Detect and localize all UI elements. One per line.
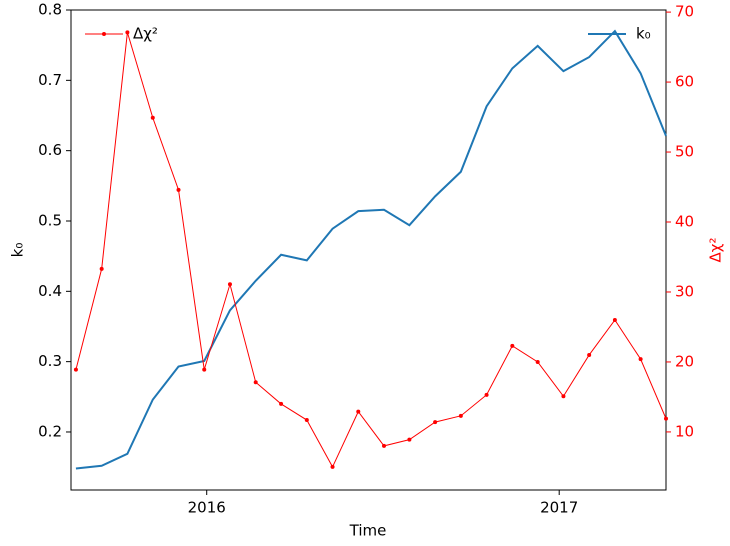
point <box>125 30 130 35</box>
y2-axis-label: Δχ² <box>707 238 725 263</box>
point <box>510 343 515 348</box>
y-tick-label: 0.8 <box>38 1 62 19</box>
y2-tick-label: 70 <box>675 3 694 21</box>
point <box>73 367 78 372</box>
point <box>279 401 284 406</box>
y-tick-label: 0.7 <box>38 71 62 89</box>
y-tick-label: 0.5 <box>38 211 62 229</box>
y2-tick-label: 40 <box>675 213 694 231</box>
y-tick-label: 0.6 <box>38 141 62 159</box>
y2-tick-label: 30 <box>675 282 694 300</box>
point <box>484 392 489 397</box>
point <box>356 409 361 414</box>
x-tick-label: 2016 <box>188 499 226 517</box>
point <box>458 413 463 418</box>
point <box>330 464 335 469</box>
y-tick-label: 0.2 <box>38 422 62 440</box>
point <box>407 437 412 442</box>
legend-label: Δχ² <box>133 25 158 43</box>
series-line <box>75 29 667 470</box>
legend-label: k₀ <box>636 25 651 43</box>
legend-marker <box>102 32 106 36</box>
y2-tick-label: 50 <box>675 143 694 161</box>
plot-frame <box>70 9 667 491</box>
point <box>253 380 258 385</box>
point <box>561 394 566 399</box>
x-axis-label: Time <box>349 522 387 540</box>
point <box>227 282 232 287</box>
y2-tick-label: 60 <box>675 73 694 91</box>
point <box>150 115 155 120</box>
point <box>535 359 540 364</box>
y2-tick-label: 20 <box>675 352 694 370</box>
point <box>433 420 438 425</box>
point <box>304 418 309 423</box>
point <box>587 352 592 357</box>
point <box>202 367 207 372</box>
point <box>612 317 617 322</box>
point <box>99 266 104 271</box>
point <box>176 187 181 192</box>
y-tick-label: 0.4 <box>38 282 62 300</box>
series-line <box>75 32 667 469</box>
x-tick-label: 2017 <box>540 499 578 517</box>
y2-tick-label: 10 <box>675 422 694 440</box>
point <box>382 443 387 448</box>
point <box>638 357 643 362</box>
point <box>664 416 668 421</box>
y-tick-label: 0.3 <box>38 352 62 370</box>
y-axis-label: k₀ <box>9 243 27 258</box>
